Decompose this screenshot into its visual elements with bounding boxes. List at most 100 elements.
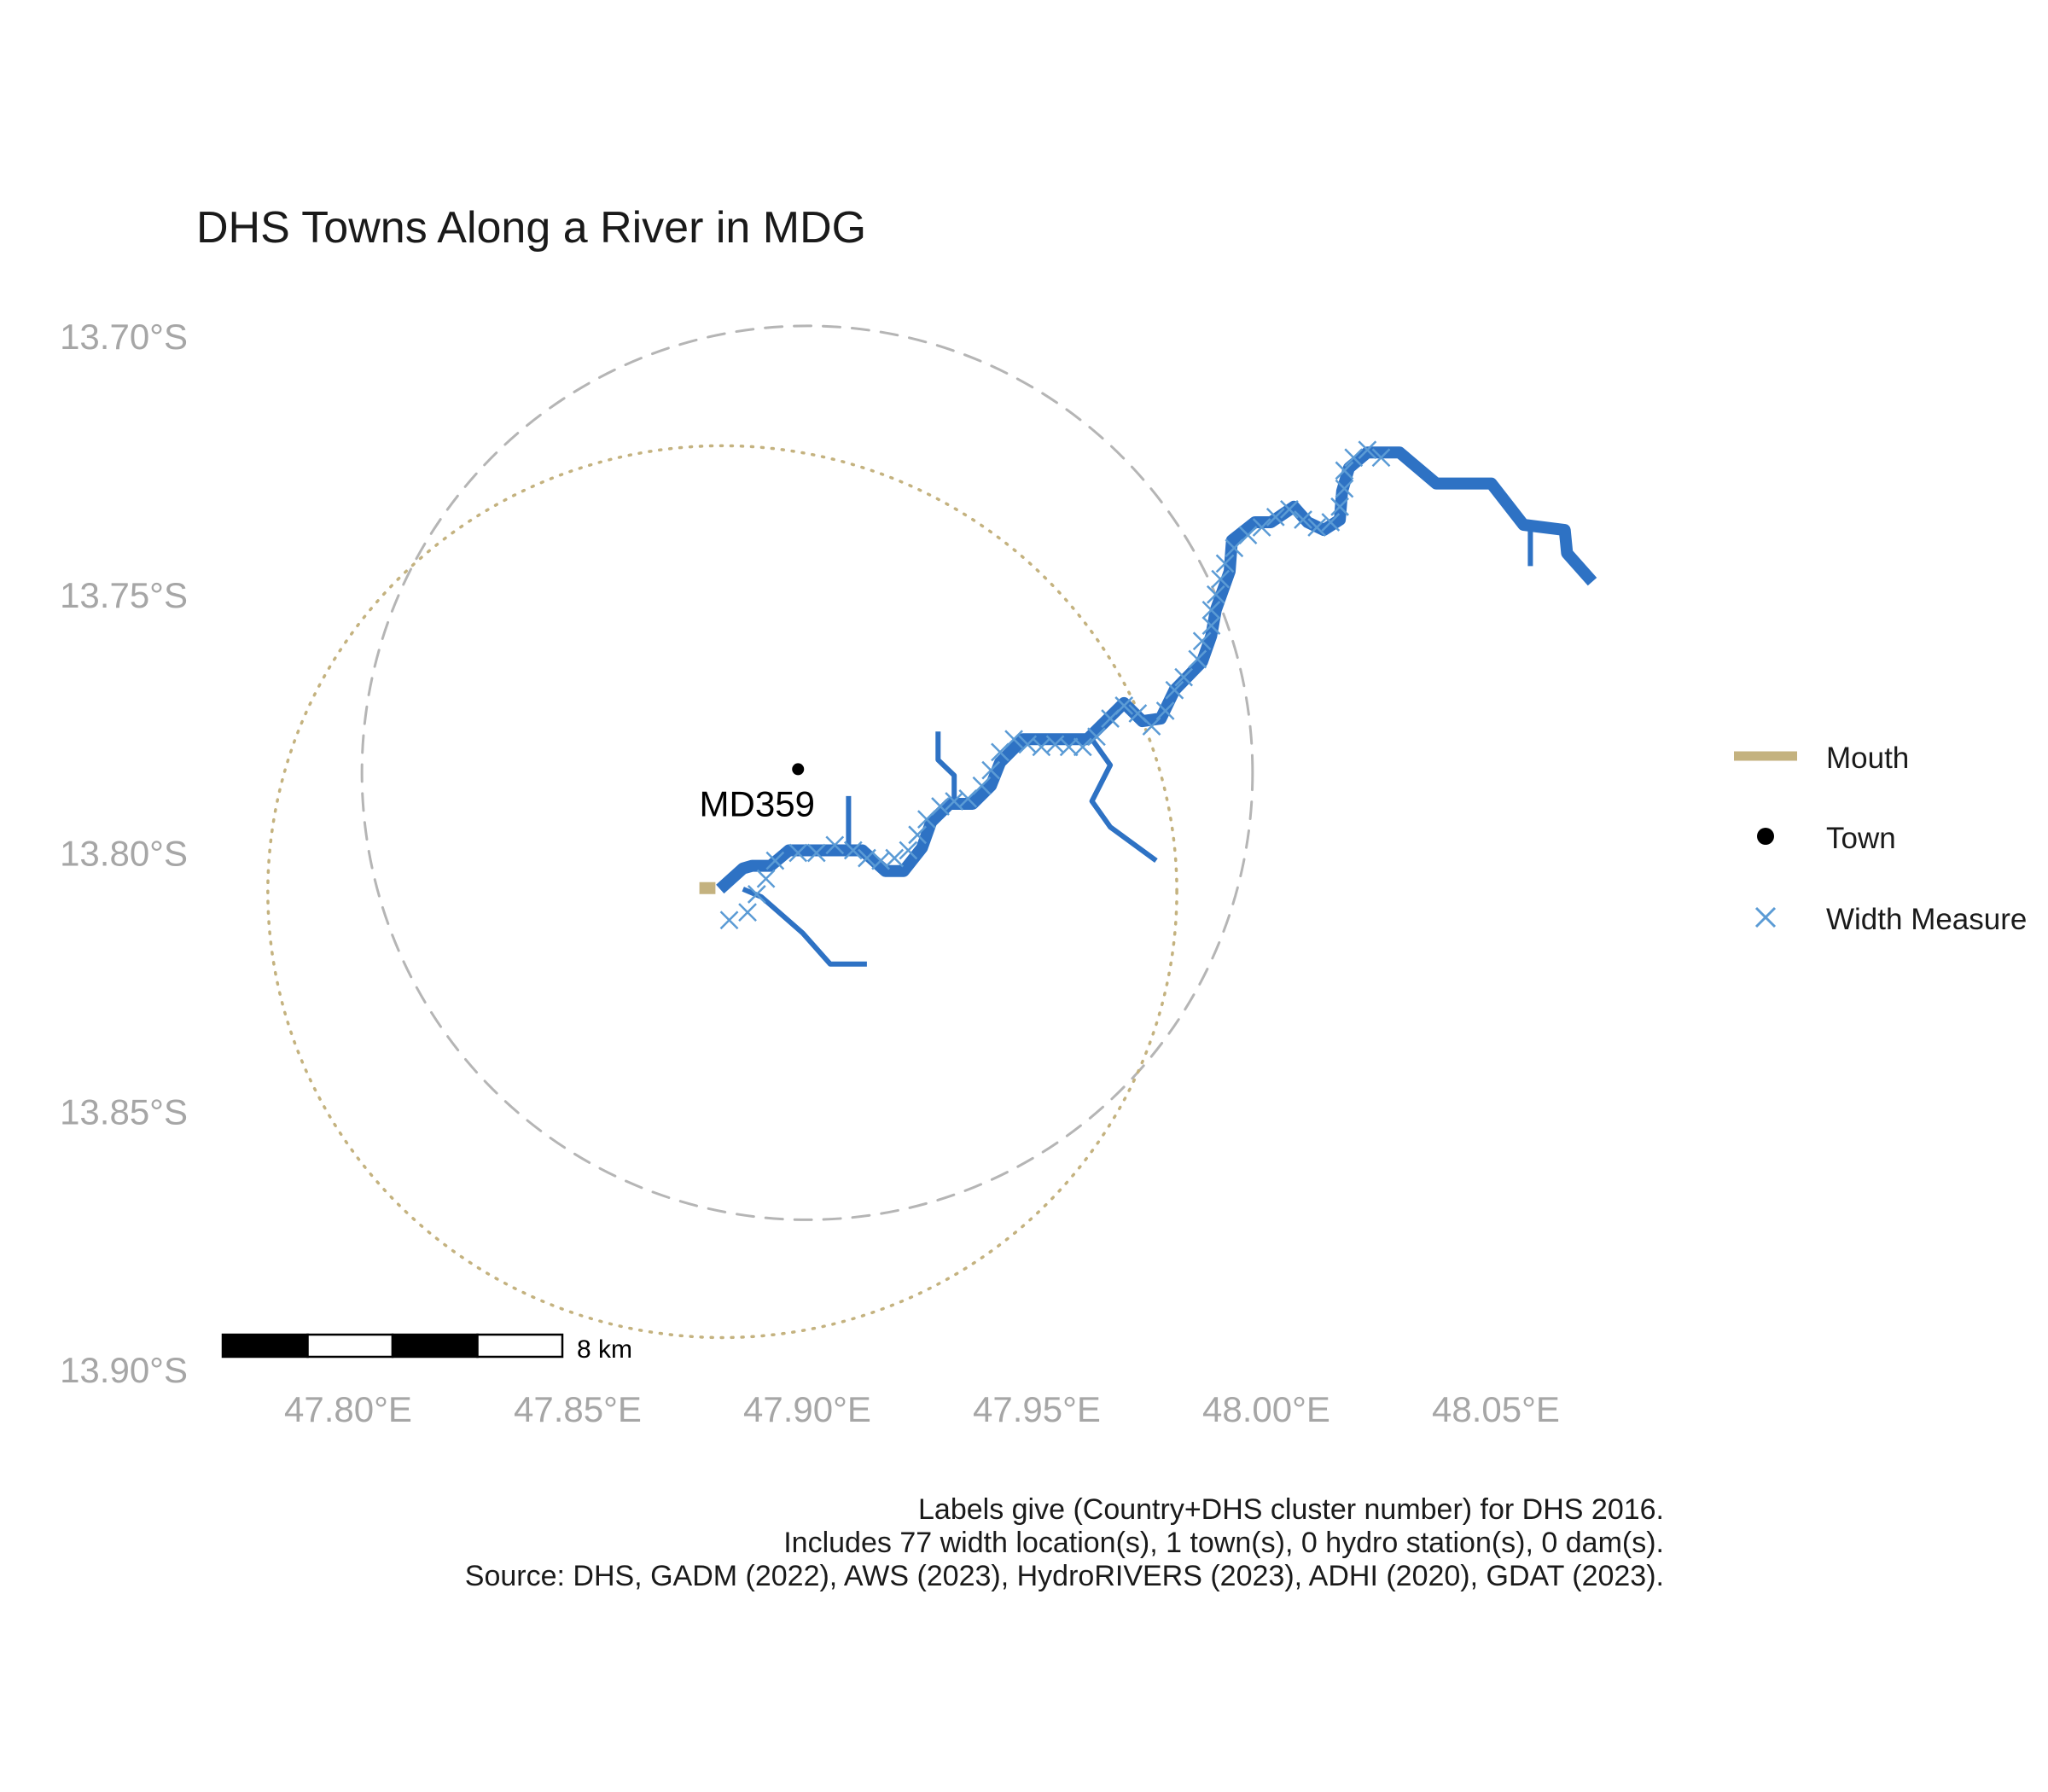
width-measure-stroke-b: [981, 760, 1001, 780]
width-measure-stroke-b: [1192, 631, 1212, 651]
width-measure-12: [885, 848, 905, 868]
width-measure-7: [806, 843, 826, 863]
width-measure-4: [756, 869, 776, 888]
legend: Mouth Town Width Measure: [1734, 742, 2027, 936]
width-measure-stroke-b: [747, 885, 766, 904]
width-measure-28: [1087, 727, 1106, 747]
buffer-circles: [266, 324, 1254, 1340]
width-measure-stroke-b: [1142, 717, 1161, 736]
x-tick-label: 47.90°E: [743, 1389, 871, 1429]
legend-width-measure-label: Width Measure: [1826, 903, 2027, 936]
tributary-3: [1089, 737, 1158, 864]
width-measure-stroke-b: [1344, 448, 1364, 468]
width-measure-stroke-b: [806, 843, 826, 863]
width-measure-14: [908, 825, 928, 845]
width-measure-44: [1238, 526, 1258, 545]
x-tick-label: 47.80°E: [284, 1389, 412, 1429]
buffer-circle-dashed: [360, 324, 1254, 1221]
legend-town-swatch: [1757, 828, 1774, 845]
width-measure-stroke-b: [1211, 569, 1231, 589]
width-measure-stroke-b: [1114, 696, 1134, 715]
width-measure-stroke-b: [1321, 513, 1341, 532]
y-tick-label: 13.70°S: [60, 317, 188, 357]
legend-town-label: Town: [1826, 822, 1896, 855]
width-measure-13: [899, 841, 918, 860]
width-measure-30: [1114, 696, 1134, 715]
scale-bar-segment: [306, 1333, 394, 1359]
y-tick-label: 13.90°S: [60, 1350, 188, 1390]
scale-bar-segment: [221, 1333, 309, 1359]
width-measure-stroke-b: [1201, 601, 1221, 620]
width-measure-37: [1192, 631, 1212, 651]
width-measure-stroke-b: [1206, 585, 1225, 604]
tributary-2: [935, 731, 957, 804]
x-axis-ticks: 47.80°E 47.85°E 47.90°E 47.95°E 48.00°E 48.05…: [284, 1389, 1560, 1429]
width-measure-stroke-b: [1087, 727, 1106, 747]
scale-bar-label: 8 km: [577, 1335, 632, 1364]
width-measure-stroke-b: [1215, 554, 1235, 573]
y-tick-label: 13.75°S: [60, 575, 188, 615]
width-measure-stroke-b: [972, 776, 992, 795]
map-title: DHS Towns Along a River in MDG: [196, 203, 866, 253]
width-measure-8: [825, 835, 845, 855]
width-measure-stroke-b: [1371, 448, 1391, 468]
width-measure-stroke-b: [899, 841, 918, 860]
width-measure-48: [1294, 510, 1312, 529]
scale-bar-segment: [476, 1333, 564, 1359]
river-main-channel: [716, 446, 1597, 894]
width-measure-34: [1165, 680, 1184, 700]
width-measure-39: [1201, 601, 1221, 620]
caption: Labels give (Country+DHS cluster number)…: [465, 1493, 1664, 1592]
main-river-line: [716, 446, 1597, 894]
x-tick-label: 47.85°E: [514, 1389, 642, 1429]
width-measure-55: [1358, 440, 1377, 460]
width-measure-stroke-b: [1155, 701, 1175, 720]
width-measure-52: [1335, 479, 1354, 498]
width-measure-41: [1211, 569, 1231, 589]
width-measure-22: [1004, 730, 1023, 749]
width-measure-stroke-b: [1073, 737, 1092, 757]
width-measure-20: [981, 760, 1001, 780]
width-measure-46: [1265, 508, 1285, 527]
width-measure-38: [1201, 616, 1221, 635]
width-measure-stroke-b: [719, 911, 739, 930]
x-tick-label: 47.95°E: [973, 1389, 1101, 1429]
caption-line-1: Labels give (Country+DHS cluster number)…: [918, 1493, 1664, 1526]
width-measure-32: [1142, 717, 1161, 736]
width-measure-stroke-b: [1335, 461, 1354, 480]
width-measure-stroke-b: [871, 851, 890, 870]
width-measure-56: [1371, 448, 1391, 468]
width-measure-stroke-b: [1307, 518, 1327, 537]
width-measure-33: [1155, 701, 1175, 720]
width-measure-stroke-b: [756, 869, 776, 888]
width-measure-54: [1344, 448, 1364, 468]
width-measure-stroke-b: [1294, 510, 1312, 529]
width-measure-49: [1307, 518, 1327, 537]
width-measure-51: [1330, 497, 1349, 516]
scale-bar-segment: [391, 1333, 479, 1359]
y-tick-label: 13.80°S: [60, 834, 188, 874]
width-measure-stroke-b: [1335, 479, 1354, 498]
town-point: [792, 763, 805, 776]
width-measure-36: [1188, 649, 1207, 669]
width-measure-stroke-b: [1165, 680, 1184, 700]
width-measure-stroke-b: [843, 841, 863, 860]
width-measure-27: [1073, 737, 1092, 757]
town-label: MD359: [700, 783, 815, 823]
width-measure-16: [931, 797, 950, 816]
width-measure-50: [1321, 513, 1341, 532]
caption-line-3: Source: DHS, GADM (2022), AWS (2023), Hy…: [465, 1560, 1664, 1592]
width-measure-19: [972, 776, 992, 795]
x-tick-label: 48.05°E: [1432, 1389, 1560, 1429]
width-measures: [719, 440, 1391, 930]
width-measure-53: [1335, 461, 1354, 480]
width-measure-stroke-b: [1059, 737, 1079, 757]
width-measure-stroke-b: [1265, 508, 1285, 527]
width-measure-26: [1059, 737, 1079, 757]
width-measure-2: [738, 903, 757, 922]
width-measure-stroke-b: [738, 903, 757, 922]
width-measure-stroke-b: [1330, 497, 1349, 516]
width-measure-35: [1174, 667, 1194, 687]
towns: MD359: [700, 763, 815, 823]
